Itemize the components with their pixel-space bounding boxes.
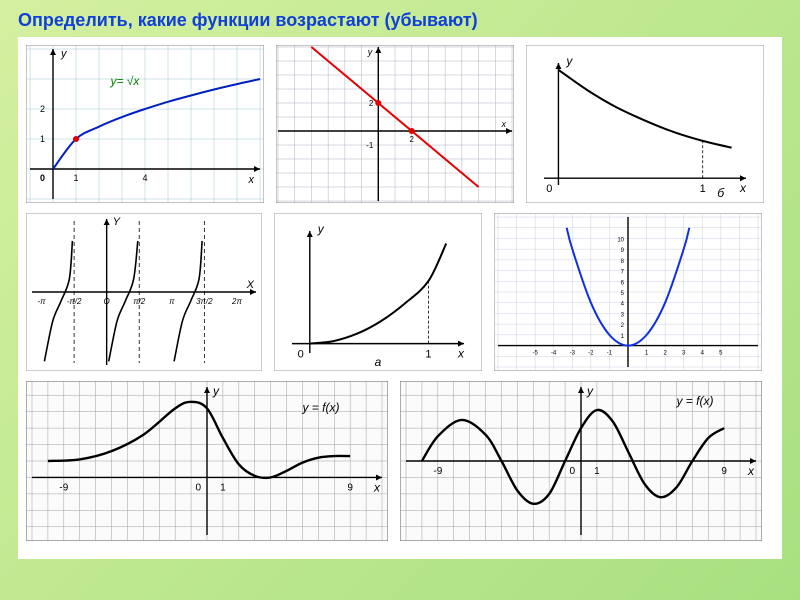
svg-text:y: y — [565, 54, 573, 68]
svg-text:-1: -1 — [607, 351, 613, 357]
svg-text:2π: 2π — [231, 297, 242, 306]
svg-text:Y: Y — [113, 216, 121, 228]
svg-text:y = f(x): y = f(x) — [301, 401, 339, 415]
charts-container: 14120xyy= √x 22-1xy 10xyб -π-π/2Oπ/2π3π/… — [18, 37, 782, 559]
svg-text:0: 0 — [298, 349, 304, 361]
svg-text:y: y — [212, 384, 220, 398]
svg-text:1: 1 — [594, 466, 600, 477]
row-2: -π-π/2Oπ/2π3π/22πXY 10xyа -5-4-3-2-11234… — [26, 213, 774, 371]
svg-text:9: 9 — [347, 482, 353, 493]
svg-text:0: 0 — [40, 173, 45, 183]
svg-text:2: 2 — [369, 99, 374, 108]
chart-wave2: -9 1 9 0 x y y = f(x) — [400, 381, 762, 541]
svg-text:2: 2 — [40, 104, 45, 114]
chart-wave1: -9 1 9 0 x y y = f(x) — [26, 381, 388, 541]
svg-text:9: 9 — [721, 466, 727, 477]
svg-text:x: x — [457, 347, 465, 361]
row-3: -9 1 9 0 x y y = f(x) -9 1 9 0 x y y = f(x) — [26, 381, 774, 541]
svg-text:1: 1 — [425, 349, 431, 361]
svg-text:10: 10 — [617, 237, 624, 243]
svg-text:x: x — [501, 119, 507, 129]
chart-linear-down: 2 2 -1 x y — [276, 45, 514, 203]
svg-text:-5: -5 — [532, 351, 538, 357]
svg-text:O: O — [104, 297, 110, 306]
svg-text:x: x — [373, 480, 381, 494]
svg-text:0: 0 — [569, 466, 575, 477]
svg-text:y = f(x): y = f(x) — [675, 394, 713, 408]
svg-text:3π/2: 3π/2 — [196, 297, 213, 306]
svg-text:-9: -9 — [59, 482, 68, 493]
svg-text:x: x — [739, 181, 747, 195]
svg-text:y: y — [317, 222, 325, 236]
svg-text:x: x — [747, 464, 755, 478]
svg-text:0: 0 — [195, 482, 201, 493]
svg-text:π: π — [169, 297, 175, 306]
page-root: Определить, какие функции возрастают (уб… — [0, 0, 800, 600]
chart-decay: 10xyб — [526, 45, 764, 203]
svg-text:-4: -4 — [551, 351, 557, 357]
svg-text:-3: -3 — [570, 351, 576, 357]
chart-tan: -π -π/2 Oπ/2 π 3π/2 2π X Y — [26, 213, 262, 371]
svg-text:а: а — [375, 355, 382, 369]
row-1: 14120xyy= √x 22-1xy 10xyб — [26, 45, 774, 203]
svg-text:-π/2: -π/2 — [67, 297, 82, 306]
svg-text:4: 4 — [142, 173, 147, 183]
svg-text:-π: -π — [38, 297, 47, 306]
svg-text:π/2: π/2 — [133, 297, 146, 306]
page-title: Определить, какие функции возрастают (уб… — [18, 10, 782, 31]
svg-text:-1: -1 — [366, 141, 374, 150]
svg-text:-2: -2 — [588, 351, 594, 357]
svg-text:1: 1 — [40, 134, 45, 144]
svg-text:y: y — [586, 384, 594, 398]
svg-text:1: 1 — [700, 183, 706, 195]
chart-sqrt: 14120xyy= √x — [26, 45, 264, 203]
svg-text:1: 1 — [220, 482, 226, 493]
chart-growth: 1 0 x y а — [274, 213, 482, 371]
svg-text:X: X — [246, 279, 255, 291]
svg-text:1: 1 — [73, 173, 78, 183]
svg-text:-9: -9 — [433, 466, 442, 477]
svg-text:0: 0 — [546, 183, 552, 195]
svg-text:y= √x: y= √x — [110, 74, 141, 88]
svg-text:y: y — [367, 47, 373, 57]
chart-parabola: -5-4-3-2-11234512345678910 — [494, 213, 762, 371]
svg-text:x: x — [248, 174, 255, 186]
svg-text:2: 2 — [409, 135, 414, 144]
